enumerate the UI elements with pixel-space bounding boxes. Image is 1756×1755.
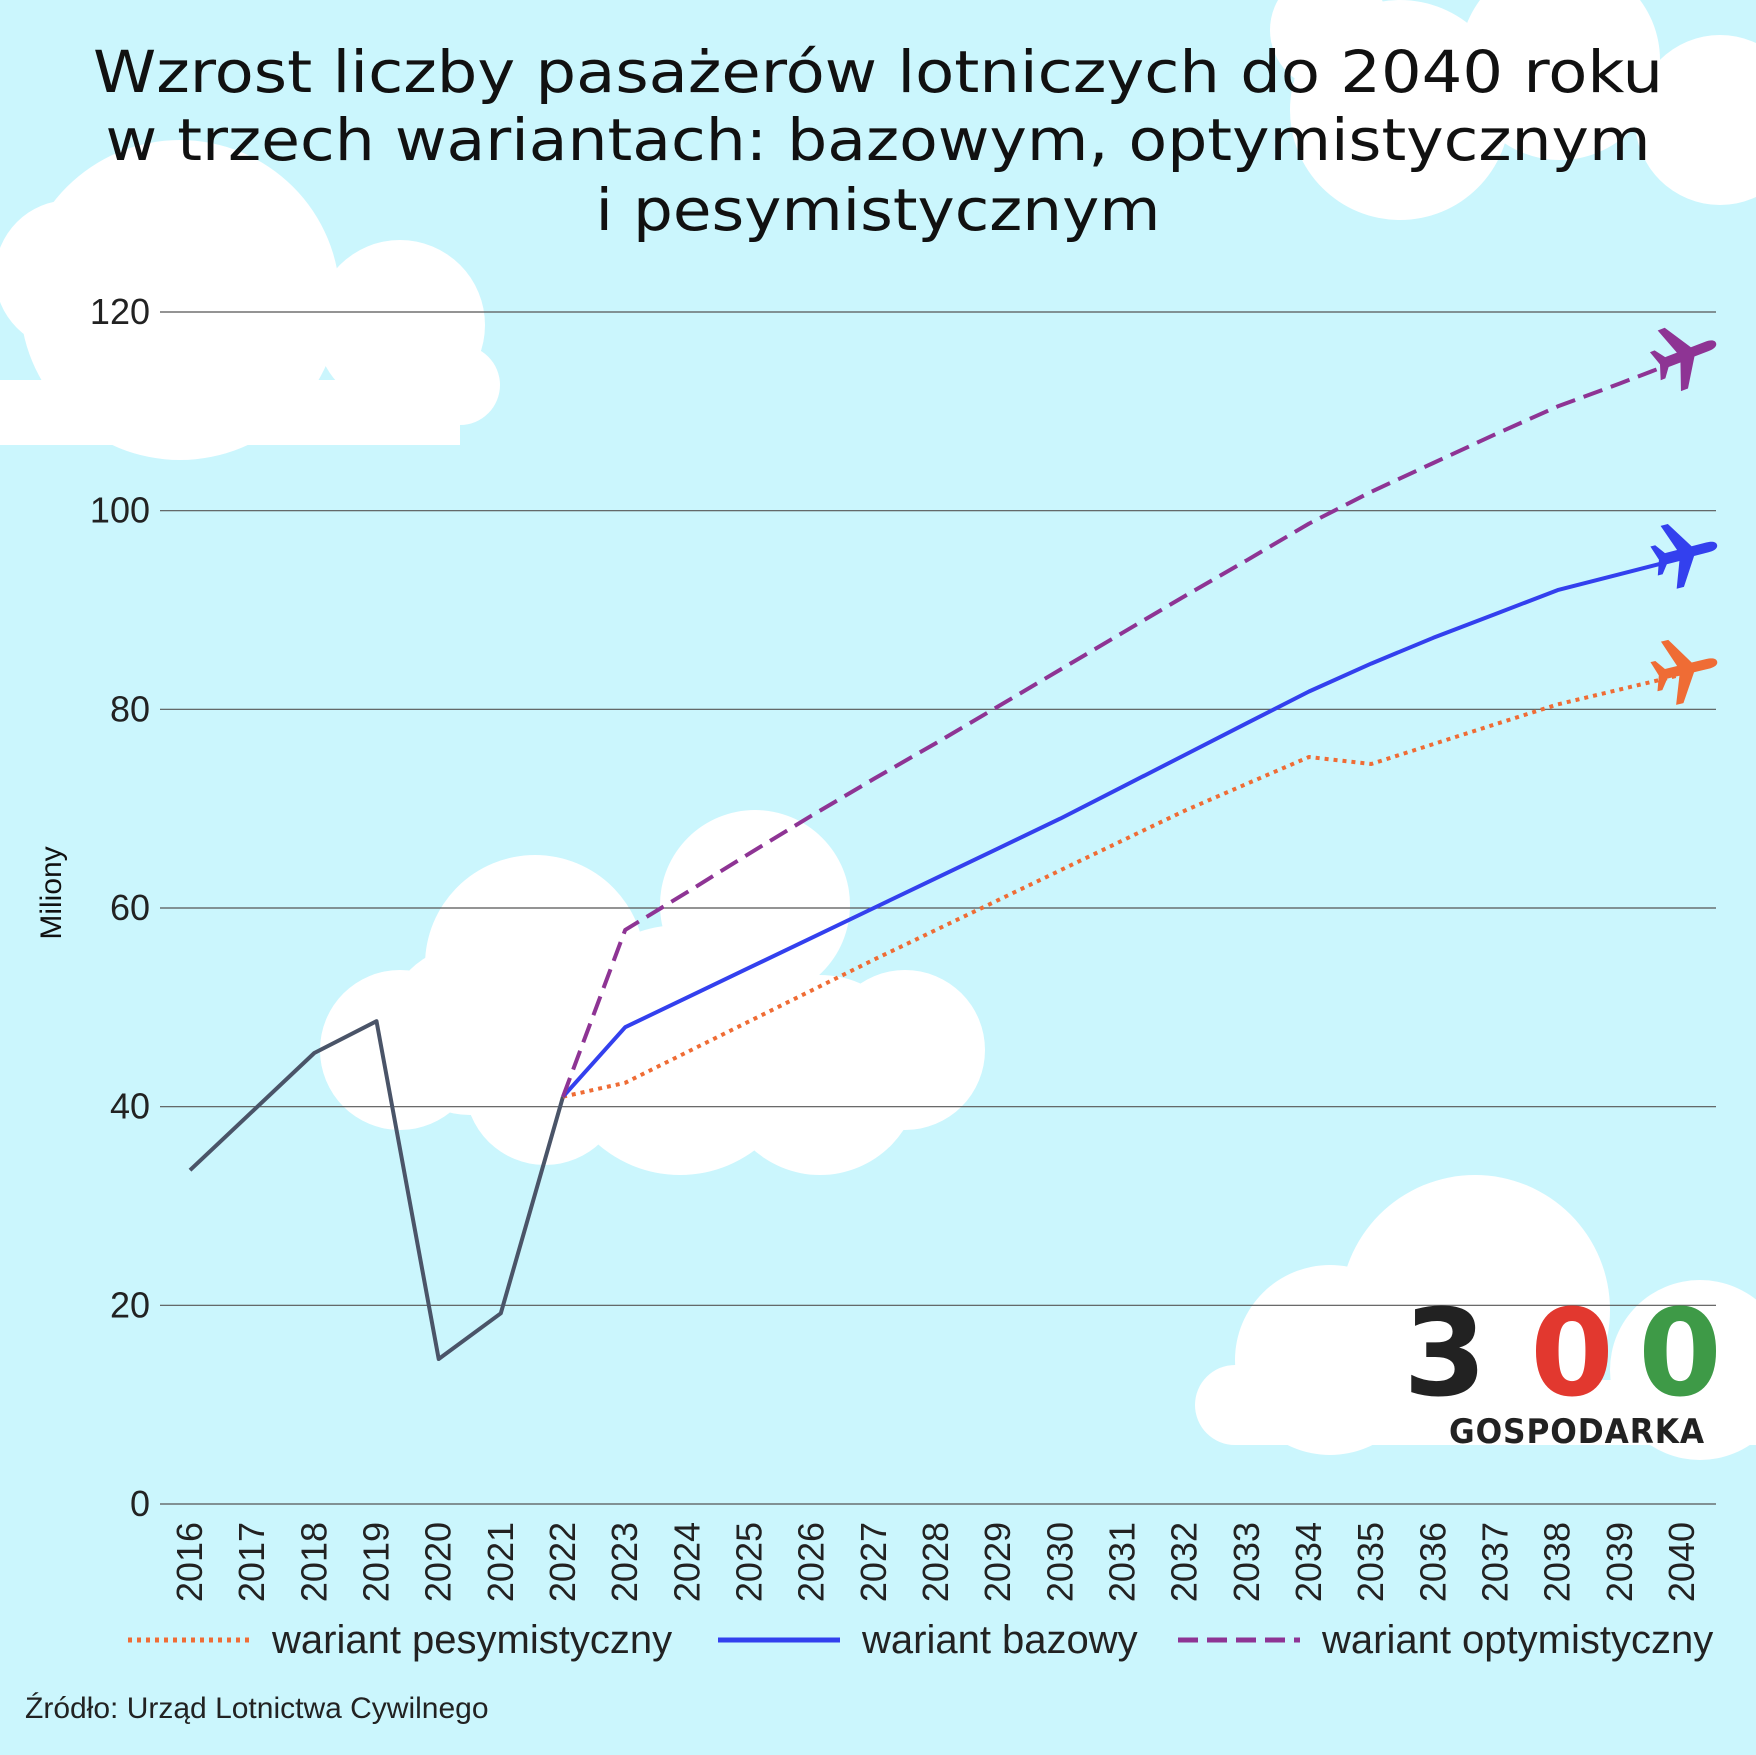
cloud-top-right: [1270, 0, 1756, 220]
logo-digit-3: 3: [1403, 1285, 1487, 1424]
x-tick-2040: 2040: [1661, 1522, 1702, 1602]
x-tick-2036: 2036: [1412, 1522, 1453, 1602]
x-tick-2030: 2030: [1039, 1522, 1080, 1602]
cloud-bottom-right: [1195, 1175, 1756, 1460]
x-tick-2022: 2022: [542, 1522, 583, 1602]
y-tick-40: 40: [110, 1086, 150, 1127]
x-axis-ticks: 2016 2017 2018 2019 2020 2021 2022 2023 2024 2025…: [169, 1522, 1702, 1602]
source-note: Źródło: Urząd Lotnictwa Cywilnego: [25, 1692, 489, 1725]
y-axis-ticks: 0 20 40 60 80 100 120: [90, 291, 150, 1524]
x-tick-2032: 2032: [1164, 1522, 1205, 1602]
x-tick-2019: 2019: [356, 1522, 397, 1602]
y-tick-60: 60: [110, 887, 150, 928]
legend-item-pessimistic: wariant pesymistyczny: [128, 1618, 672, 1662]
legend-label-optimistic: wariant optymistyczny: [1321, 1618, 1713, 1662]
legend-item-optimistic: wariant optymistyczny: [1178, 1618, 1713, 1662]
logo-subtitle: GOSPODARKA: [1449, 1412, 1705, 1452]
x-tick-2016: 2016: [169, 1522, 210, 1602]
cloud-top-left: [0, 140, 500, 460]
gridlines: [160, 311, 1716, 1505]
plane-icon-base: [1650, 523, 1718, 589]
y-tick-20: 20: [110, 1284, 150, 1325]
y-tick-120: 120: [90, 291, 150, 332]
x-tick-2027: 2027: [853, 1522, 894, 1602]
x-tick-2037: 2037: [1475, 1522, 1516, 1602]
chart-title-line-1: Wzrost liczby pasażerów lotniczych do 20…: [93, 38, 1663, 106]
x-tick-2035: 2035: [1350, 1522, 1391, 1602]
x-tick-2025: 2025: [729, 1522, 770, 1602]
x-tick-2017: 2017: [231, 1522, 272, 1602]
background-clouds: [0, 0, 1756, 1460]
x-tick-2024: 2024: [666, 1522, 707, 1602]
logo-300-gospodarka: 3 0 0 GOSPODARKA: [1403, 1285, 1722, 1452]
y-tick-0: 0: [130, 1483, 150, 1524]
series-line-historical: [188, 1019, 565, 1361]
series-plane-markers: [1649, 327, 1718, 705]
x-tick-2034: 2034: [1288, 1522, 1329, 1602]
y-tick-100: 100: [90, 490, 150, 531]
x-tick-2031: 2031: [1102, 1522, 1143, 1602]
logo-digit-0-red: 0: [1530, 1285, 1614, 1424]
legend: wariant pesymistyczny wariant bazowy war…: [128, 1618, 1713, 1662]
x-tick-2038: 2038: [1537, 1522, 1578, 1602]
series-line-optimistic: [561, 357, 1683, 1098]
plane-icon-pessimistic: [1650, 639, 1718, 705]
x-tick-2020: 2020: [418, 1522, 459, 1602]
y-axis-label: Miliony: [35, 846, 68, 939]
x-tick-2029: 2029: [977, 1522, 1018, 1602]
x-tick-2039: 2039: [1599, 1522, 1640, 1602]
chart-title-line-2: w trzech wariantach: bazowym, optymistyc…: [106, 106, 1651, 174]
series-lines: [188, 357, 1683, 1361]
plane-icon-optimistic: [1649, 327, 1717, 392]
legend-label-base: wariant bazowy: [861, 1618, 1138, 1662]
y-tick-80: 80: [110, 688, 150, 729]
x-tick-2018: 2018: [293, 1522, 334, 1602]
legend-label-pessimistic: wariant pesymistyczny: [271, 1618, 672, 1662]
x-tick-2026: 2026: [791, 1522, 832, 1602]
x-tick-2033: 2033: [1226, 1522, 1267, 1602]
logo-digit-0-green: 0: [1638, 1285, 1722, 1424]
chart-title-line-3: i pesymistycznym: [596, 176, 1161, 244]
cloud-middle: [320, 810, 985, 1175]
x-tick-2023: 2023: [604, 1522, 645, 1602]
x-tick-2021: 2021: [480, 1522, 521, 1602]
series-line-base: [561, 556, 1683, 1099]
legend-item-base: wariant bazowy: [718, 1618, 1138, 1662]
x-tick-2028: 2028: [915, 1522, 956, 1602]
